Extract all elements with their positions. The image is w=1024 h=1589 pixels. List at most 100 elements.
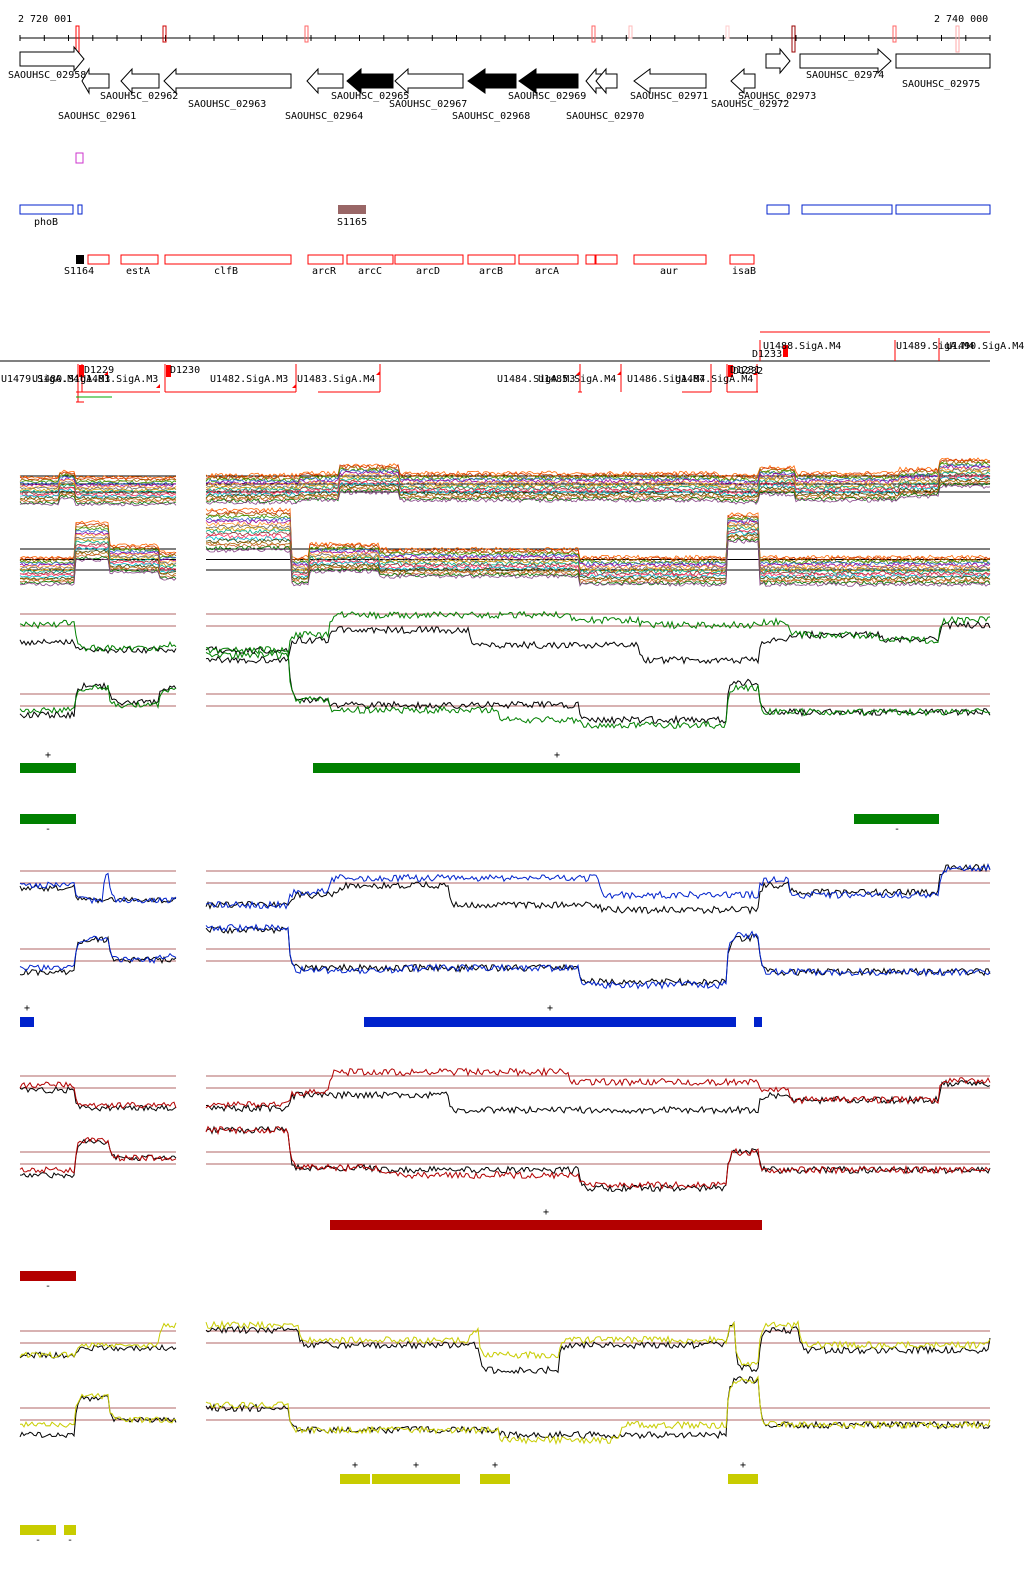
expression-line [205, 462, 991, 485]
gene-label: SAOUHSC_02958 [8, 70, 86, 81]
upstream-label[interactable]: U1484.SigA.M3 [497, 374, 575, 385]
brown-feature[interactable] [338, 205, 366, 214]
expression-line [19, 551, 177, 582]
gene-arrow[interactable] [306, 67, 344, 95]
expression-line [20, 486, 177, 497]
upstream-label[interactable]: U1485.SigA.M4 [538, 374, 616, 385]
gene-arrow[interactable] [394, 67, 464, 95]
expression-line [19, 493, 177, 504]
blue-feature[interactable] [801, 204, 893, 215]
paired-expression-tracks [19, 610, 991, 1446]
red-feature[interactable] [595, 254, 618, 265]
black-feature-label: S1164 [64, 266, 94, 277]
red-feature[interactable] [307, 254, 344, 265]
red-feature-track: S1164 estA clfB arcR arcC arcD arcB arcA… [64, 254, 756, 277]
red-feature[interactable] [346, 254, 394, 265]
expression-line [19, 488, 177, 499]
axis-marks [75, 25, 960, 53]
gene-arrow[interactable] [19, 45, 85, 73]
expression-line [19, 540, 177, 574]
condition-series-line [19, 935, 177, 972]
upstream-label[interactable]: U1489.SigA.M4 [896, 341, 974, 352]
expression-line [205, 458, 991, 480]
gene-label: SAOUHSC_02974 [806, 70, 884, 81]
upstream-label[interactable]: D1233 [752, 349, 782, 360]
upstream-label[interactable]: U1490.SigA.M4 [946, 341, 1024, 352]
segment-bar [20, 1525, 56, 1535]
expression-line [19, 469, 177, 480]
blue-feature[interactable] [895, 204, 991, 215]
coordinate-start: 2 720 001 [18, 14, 72, 25]
control-series-line [19, 1086, 177, 1112]
upstream-label[interactable]: U1481.SigA.M3 [80, 374, 158, 385]
upstream-label[interactable]: U1486.SigA.M4 [627, 374, 705, 385]
coordinate-end: 2 740 000 [934, 14, 988, 25]
black-feature[interactable] [76, 255, 84, 264]
axis-mark [628, 25, 633, 39]
axis-mark [304, 25, 309, 43]
expression-line [205, 516, 991, 567]
condition-series-line [205, 610, 991, 660]
expression-line [19, 522, 177, 561]
blue-feature[interactable] [766, 204, 790, 215]
red-feature[interactable] [87, 254, 110, 265]
segment-bar [854, 814, 939, 824]
gene-box[interactable] [895, 53, 991, 69]
blue-feature-track: phoB [19, 204, 991, 228]
control-series-line [19, 1344, 177, 1359]
red-feature[interactable] [729, 254, 755, 265]
upstream-label[interactable]: U1488.SigA.M4 [763, 341, 841, 352]
upstream-label[interactable]: D1229 [84, 365, 114, 376]
condition-series-line [205, 1319, 991, 1368]
red-feature[interactable] [164, 254, 292, 265]
gene-label: SAOUHSC_02963 [188, 99, 266, 110]
red-feature-label: isaB [732, 266, 756, 277]
condition-series-line [19, 1392, 177, 1428]
expression-line [19, 490, 177, 501]
upstream-label[interactable]: U1479.SigA.M4 [1, 374, 79, 385]
gene-arrow[interactable] [346, 67, 394, 95]
condition-series-line [19, 1081, 177, 1109]
expression-line [205, 539, 991, 587]
gene-arrow[interactable] [799, 47, 892, 75]
blue-feature[interactable] [77, 204, 83, 215]
red-feature[interactable] [467, 254, 516, 265]
segment-bar [480, 1474, 510, 1484]
control-series-line [205, 1125, 991, 1193]
expression-line [19, 482, 177, 492]
gene-arrow[interactable] [467, 68, 517, 94]
gene-arrow[interactable] [163, 67, 292, 95]
red-feature[interactable] [633, 254, 707, 265]
gene-arrow[interactable] [120, 67, 160, 95]
misc-feature-marker[interactable] [75, 152, 84, 164]
red-feature[interactable] [585, 254, 596, 265]
gene-arrow[interactable] [730, 67, 756, 95]
gene-arrow[interactable] [585, 67, 603, 95]
red-feature[interactable] [518, 254, 579, 265]
gene-arrow[interactable] [81, 67, 110, 95]
blue-feature[interactable] [19, 204, 74, 215]
expression-line [19, 472, 177, 483]
axis-mark [955, 25, 960, 53]
expression-line [205, 479, 991, 501]
segment-mark: - [35, 1535, 41, 1546]
upstream-label[interactable]: D1232 [733, 366, 763, 377]
gene-arrow[interactable] [595, 67, 618, 95]
upstream-label[interactable]: U1483.SigA.M4 [297, 374, 375, 385]
blue-feature-label: phoB [34, 217, 58, 228]
gene-arrow[interactable] [765, 47, 791, 75]
gene-arrow[interactable] [633, 68, 707, 94]
gene-arrow[interactable] [518, 68, 579, 94]
red-feature-label: aur [660, 266, 678, 277]
control-series-line [205, 620, 991, 665]
control-series-line [205, 1321, 991, 1375]
condition-series-line [19, 1136, 177, 1174]
upstream-label[interactable]: D1231 [730, 365, 760, 376]
red-feature[interactable] [120, 254, 159, 265]
red-feature[interactable] [394, 254, 464, 265]
upstream-label[interactable]: D1230 [170, 365, 200, 376]
upstream-label[interactable]: U1480.SigA.M3 [32, 374, 110, 385]
expression-line [206, 534, 991, 583]
upstream-label[interactable]: U1487.SigA.M4 [675, 374, 753, 385]
upstream-label[interactable]: U1482.SigA.M3 [210, 374, 288, 385]
